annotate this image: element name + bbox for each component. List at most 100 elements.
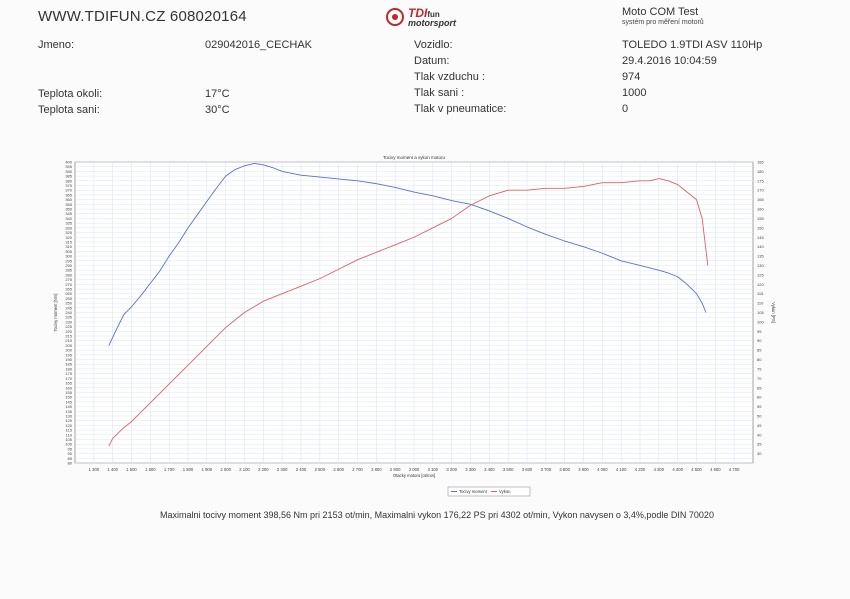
y-left-tick-label: 375 [65, 183, 72, 188]
y-left-tick-label: 360 [65, 197, 72, 202]
y-right-tick-label: 155 [757, 216, 764, 221]
y-left-tick-label: 285 [65, 268, 72, 273]
y-left-tick-label: 275 [65, 277, 72, 282]
y-left-tick-label: 325 [65, 230, 72, 235]
y-left-tick-label: 365 [65, 192, 72, 197]
y-left-tick-label: 170 [65, 376, 72, 381]
x-tick-label: 3 400 [484, 467, 495, 472]
y-left-tick-label: 315 [65, 239, 72, 244]
y-left-tick-label: 370 [65, 188, 72, 193]
y-left-tick-label: 215 [65, 334, 72, 339]
y-right-tick-label: 135 [757, 254, 764, 259]
tlak-pneu-value: 0 [622, 103, 629, 115]
x-tick-label: 2 700 [352, 467, 363, 472]
x-tick-label: 2 800 [371, 467, 382, 472]
y-left-tick-label: 110 [66, 432, 73, 437]
x-tick-label: 2 500 [315, 467, 326, 472]
tlak-vzduchu-value: 974 [622, 71, 641, 83]
y-left-tick-label: 290 [65, 263, 72, 268]
x-tick-label: 1 300 [89, 467, 100, 472]
x-tick-label: 1 500 [126, 467, 137, 472]
y-right-tick-label: 35 [757, 442, 762, 447]
x-tick-label: 3 200 [446, 467, 457, 472]
x-tick-label: 3 800 [559, 467, 570, 472]
logo-brand: TDI [408, 6, 428, 20]
series-line-torque [108, 162, 707, 346]
x-tick-label: 3 600 [522, 467, 533, 472]
y-left-tick-label: 100 [65, 442, 72, 447]
turbo-logo-icon [386, 8, 404, 26]
y-right-tick-label: 140 [757, 244, 764, 249]
y-left-tick-label: 385 [65, 174, 72, 179]
y-right-tick-label: 65 [757, 385, 762, 390]
y-left-tick-label: 400 [65, 160, 72, 165]
y-left-tick-label: 95 [68, 446, 73, 451]
x-tick-label: 2 600 [333, 467, 344, 472]
y-left-tick-label: 140 [65, 404, 72, 409]
y-right-tick-label: 160 [757, 207, 764, 212]
legend-box [447, 486, 531, 497]
y-left-tick-label: 310 [65, 244, 72, 249]
y-right-tick-label: 180 [757, 169, 764, 174]
y-left-tick-label: 345 [65, 211, 72, 216]
y-left-tick-label: 235 [65, 315, 72, 320]
y-left-tick-label: 270 [65, 282, 72, 287]
y-right-tick-label: 185 [757, 160, 764, 165]
x-tick-label: 4 500 [691, 467, 702, 472]
x-tick-label: 3 500 [503, 467, 514, 472]
y-left-tick-label: 230 [65, 319, 72, 324]
x-tick-label: 2 200 [258, 467, 269, 472]
y-left-tick-label: 390 [65, 169, 72, 174]
logo-brand-suffix: fun [427, 10, 440, 19]
y-right-tick-label: 170 [757, 188, 764, 193]
summary-footer: Maximalni tocivy moment 398,56 Nm pri 21… [160, 510, 714, 520]
y-left-tick-label: 210 [65, 338, 72, 343]
y-left-tick-label: 340 [65, 216, 72, 221]
x-tick-label: 4 300 [654, 467, 665, 472]
y-left-tick-label: 320 [65, 235, 72, 240]
y-left-tick-label: 350 [65, 207, 72, 212]
y-left-tick-label: 265 [65, 286, 72, 291]
y-left-tick-label: 220 [65, 329, 72, 334]
y-left-tick-label: 80 [68, 461, 73, 466]
y-right-tick-label: 40 [757, 432, 762, 437]
y-right-tick-label: 130 [757, 263, 764, 268]
y-left-tick-label: 90 [68, 451, 73, 456]
y-right-tick-label: 100 [757, 319, 764, 324]
x-tick-label: 4 400 [672, 467, 683, 472]
y-left-tick-label: 225 [65, 324, 72, 329]
y-left-tick-label: 105 [65, 437, 72, 442]
y-right-tick-label: 165 [757, 197, 764, 202]
tlak-pneu-label: Tlak v pneumatice: [414, 103, 507, 115]
y-left-tick-label: 175 [65, 371, 72, 376]
y-left-tick-label: 380 [65, 178, 72, 183]
tlak-vzduchu-label: Tlak vzduchu : [414, 71, 485, 83]
y-left-tick-label: 195 [65, 352, 72, 357]
y-right-tick-label: 75 [757, 366, 762, 371]
y-left-tick-label: 335 [65, 221, 72, 226]
y-left-axis-label: Tocivy moment [Nm] [53, 294, 58, 332]
y-left-tick-label: 190 [65, 357, 72, 362]
y-left-tick-label: 300 [65, 254, 72, 259]
y-right-tick-label: 55 [757, 404, 762, 409]
jmeno-label: Jmeno: [38, 39, 75, 51]
y-right-tick-label: 110 [757, 301, 764, 306]
teplota-okoli-label: Teplota okoli: [38, 88, 103, 100]
y-right-tick-label: 120 [757, 282, 764, 287]
legend-entry: Tocivy moment [459, 489, 488, 494]
y-right-tick-label: 95 [757, 329, 762, 334]
vozidlo-value: TOLEDO 1.9TDI ASV 110Hp [622, 39, 763, 51]
y-left-tick-label: 240 [65, 310, 72, 315]
y-left-tick-label: 165 [65, 381, 72, 386]
y-left-tick-label: 130 [65, 413, 72, 418]
tlak-sani-label: Tlak sani : [414, 87, 465, 99]
x-axis-label: Otacky motoru [ot/min] [393, 473, 435, 478]
tdifun-logo: TDIfun motorsport [386, 6, 456, 32]
y-left-tick-label: 155 [65, 390, 72, 395]
y-left-tick-label: 355 [65, 202, 72, 207]
x-tick-label: 3 900 [578, 467, 589, 472]
x-tick-label: 4 700 [729, 467, 740, 472]
y-left-tick-label: 180 [65, 366, 72, 371]
y-left-tick-label: 260 [65, 291, 72, 296]
